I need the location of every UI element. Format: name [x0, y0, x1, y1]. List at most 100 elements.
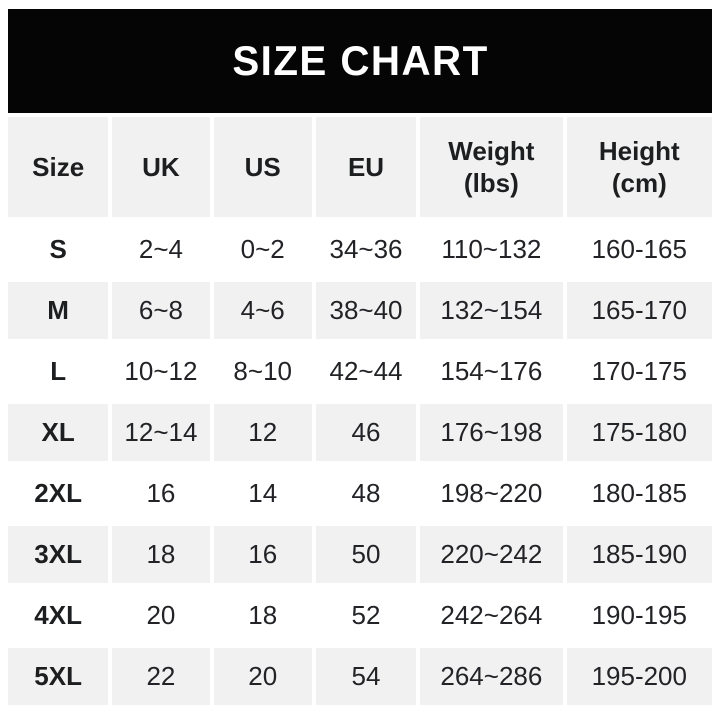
cell-S-height-cm-label: 160-165	[591, 234, 687, 265]
cell-L-us-label: 8~10	[233, 356, 292, 387]
cell-M-eu: 38~40	[315, 282, 417, 339]
cell-M-weight-lbs-label: 132~154	[440, 295, 543, 326]
cell-XL-weight-lbs: 176~198	[420, 404, 563, 461]
cell-3XL-height-cm: 185-190	[566, 526, 712, 583]
header-cell-height-cm-label: Height	[598, 135, 680, 166]
cell-M-height-cm: 165-170	[566, 282, 712, 339]
cell-2XL-size: 2XL	[8, 465, 109, 522]
cell-S-weight-lbs: 110~132	[420, 221, 563, 278]
cell-M-uk: 6~8	[112, 282, 210, 339]
title-banner: SIZE CHART	[8, 9, 712, 113]
cell-L-eu: 42~44	[315, 343, 417, 400]
cell-5XL-uk: 22	[112, 648, 210, 705]
cell-2XL-size-label: 2XL	[34, 478, 82, 509]
header-cell-us: US	[213, 117, 312, 217]
cell-XL-eu-label: 46	[351, 417, 381, 448]
cell-XL-us-label: 12	[248, 417, 278, 448]
cell-XL-height-cm: 175-180	[566, 404, 712, 461]
cell-5XL-size-label: 5XL	[34, 661, 82, 692]
cell-4XL-weight-lbs-label: 242~264	[440, 600, 543, 631]
cell-2XL-us: 14	[213, 465, 312, 522]
cell-3XL-size-label: 3XL	[34, 539, 82, 570]
cell-S-eu-label: 34~36	[329, 234, 403, 265]
cell-M-height-cm-label: 165-170	[591, 295, 687, 326]
cell-3XL-us-label: 16	[248, 539, 278, 570]
cell-L-size: L	[8, 343, 109, 400]
header-cell-uk-label: UK	[142, 151, 180, 182]
cell-XL-height-cm-label: 175-180	[591, 417, 687, 448]
cell-4XL-weight-lbs: 242~264	[420, 587, 563, 644]
cell-2XL-eu: 48	[315, 465, 417, 522]
cell-L-height-cm-label: 170-175	[591, 356, 687, 387]
cell-4XL-uk-label: 20	[146, 600, 176, 631]
cell-3XL-uk: 18	[112, 526, 210, 583]
cell-S-size-label: S	[49, 234, 67, 265]
cell-L-us: 8~10	[213, 343, 312, 400]
cell-5XL-eu: 54	[315, 648, 417, 705]
cell-2XL-weight-lbs: 198~220	[420, 465, 563, 522]
cell-S-uk-label: 2~4	[138, 234, 183, 265]
cell-3XL-eu-label: 50	[351, 539, 381, 570]
header-cell-height-cm-label: (cm)	[611, 168, 667, 198]
header-cell-eu-label: EU	[347, 151, 385, 182]
cell-S-uk: 2~4	[112, 221, 210, 278]
cell-L-height-cm: 170-175	[566, 343, 712, 400]
cell-M-size-label: M	[47, 295, 69, 326]
cell-5XL-weight-lbs-label: 264~286	[440, 661, 543, 692]
cell-M-eu-label: 38~40	[329, 295, 403, 326]
cell-S-eu: 34~36	[315, 221, 417, 278]
cell-2XL-height-cm-label: 180-185	[591, 478, 687, 509]
header-cell-size-label: Size	[32, 151, 85, 182]
cell-2XL-uk: 16	[112, 465, 210, 522]
cell-5XL-weight-lbs: 264~286	[420, 648, 563, 705]
cell-4XL-us-label: 18	[248, 600, 278, 631]
cell-M-uk-label: 6~8	[138, 295, 183, 326]
cell-XL-size: XL	[8, 404, 109, 461]
cell-4XL-height-cm: 190-195	[566, 587, 712, 644]
cell-L-weight-lbs: 154~176	[420, 343, 563, 400]
header-cell-weight-lbs-label: (lbs)	[463, 168, 519, 198]
cell-3XL-height-cm-label: 185-190	[591, 539, 687, 570]
cell-S-us-label: 0~2	[240, 234, 285, 265]
cell-S-weight-lbs-label: 110~132	[441, 234, 542, 265]
cell-2XL-us-label: 14	[248, 478, 278, 509]
cell-2XL-eu-label: 48	[351, 478, 381, 509]
cell-2XL-weight-lbs-label: 198~220	[440, 478, 543, 509]
cell-5XL-us-label: 20	[248, 661, 278, 692]
cell-S-size: S	[8, 221, 109, 278]
cell-L-eu-label: 42~44	[329, 356, 403, 387]
cell-XL-uk: 12~14	[112, 404, 210, 461]
cell-2XL-height-cm: 180-185	[566, 465, 712, 522]
cell-XL-eu: 46	[315, 404, 417, 461]
cell-M-size: M	[8, 282, 109, 339]
cell-4XL-height-cm-label: 190-195	[591, 600, 687, 631]
cell-4XL-eu: 52	[315, 587, 417, 644]
cell-4XL-size-label: 4XL	[34, 600, 82, 631]
header-cell-height-cm: Height (cm)	[566, 117, 712, 217]
cell-M-us: 4~6	[213, 282, 312, 339]
cell-L-size-label: L	[50, 356, 67, 387]
cell-5XL-us: 20	[213, 648, 312, 705]
size-chart-table: Size UK US EU Weight (lbs) Height (cm) S 2~4 0~2 34…	[8, 117, 712, 705]
cell-XL-us: 12	[213, 404, 312, 461]
cell-3XL-size: 3XL	[8, 526, 109, 583]
cell-XL-weight-lbs-label: 176~198	[440, 417, 543, 448]
header-cell-weight-lbs-label: Weight	[448, 135, 535, 166]
cell-3XL-weight-lbs-label: 220~242	[440, 539, 543, 570]
cell-M-us-label: 4~6	[240, 295, 285, 326]
cell-5XL-size: 5XL	[8, 648, 109, 705]
cell-4XL-eu-label: 52	[351, 600, 381, 631]
cell-3XL-uk-label: 18	[146, 539, 176, 570]
cell-3XL-weight-lbs: 220~242	[420, 526, 563, 583]
cell-L-uk: 10~12	[112, 343, 210, 400]
cell-L-weight-lbs-label: 154~176	[440, 356, 543, 387]
cell-3XL-us: 16	[213, 526, 312, 583]
cell-XL-size-label: XL	[41, 417, 75, 448]
cell-3XL-eu: 50	[315, 526, 417, 583]
cell-4XL-size: 4XL	[8, 587, 109, 644]
cell-2XL-uk-label: 16	[146, 478, 176, 509]
header-cell-weight-lbs: Weight (lbs)	[420, 117, 563, 217]
cell-S-us: 0~2	[213, 221, 312, 278]
header-cell-us-label: US	[244, 151, 281, 182]
